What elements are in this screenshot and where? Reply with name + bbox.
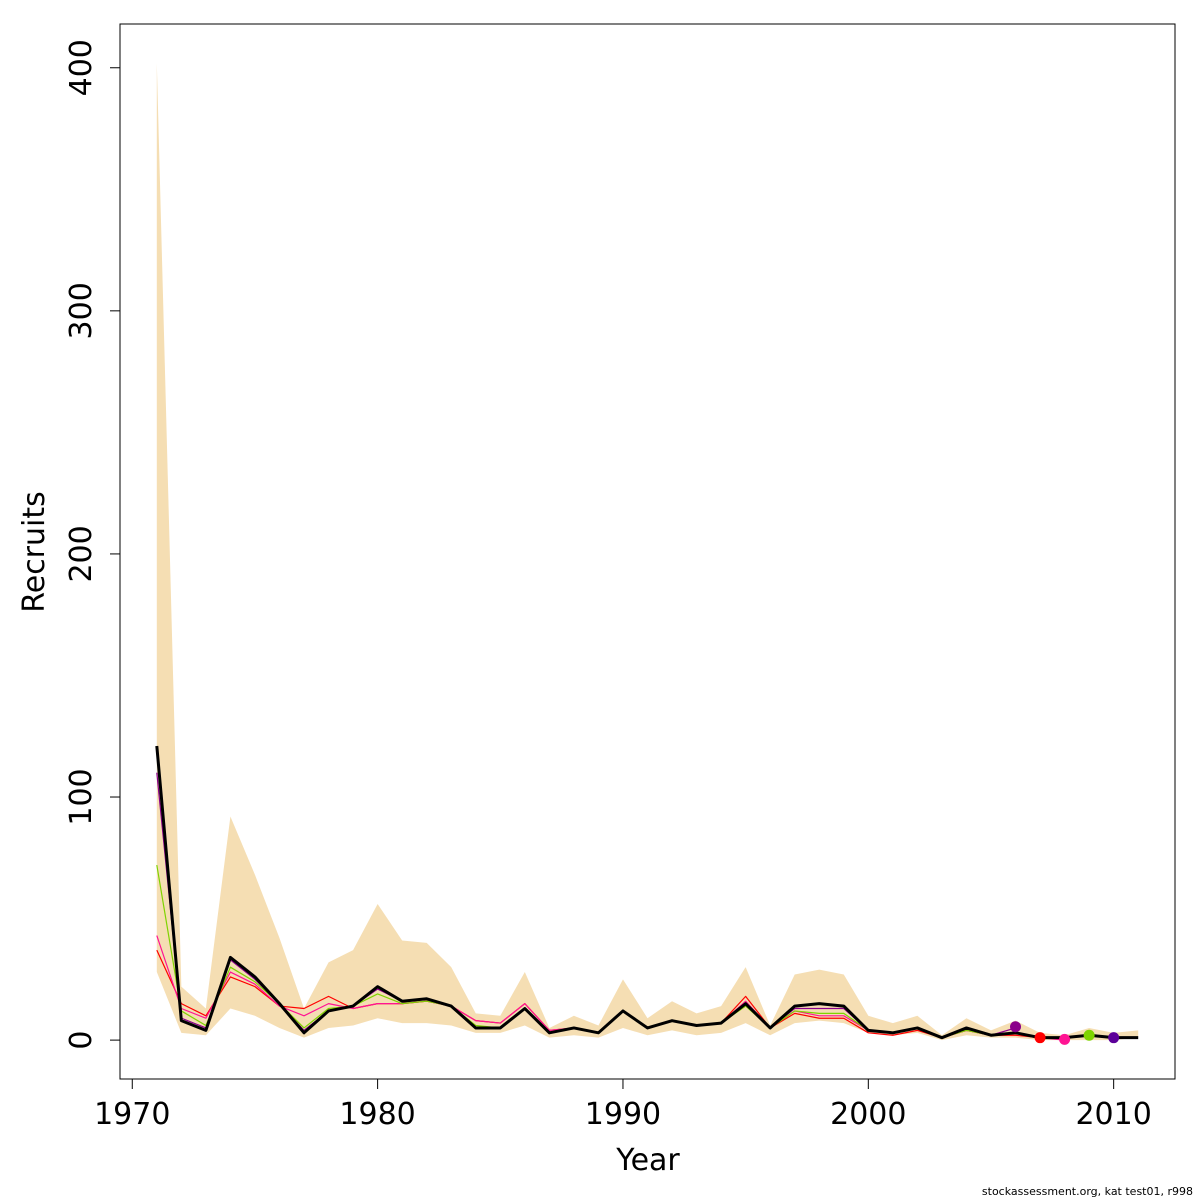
axes: 1970 1980 1990 2000 2010 0 100 200 300 400 [64, 39, 1152, 1132]
retro-end-point-3 [1059, 1033, 1071, 1045]
series-line-1 [155, 745, 1139, 1040]
retro-end-point-4 [1083, 1029, 1095, 1041]
x-axis-label: Year [615, 1143, 680, 1178]
y-tick-label: 200 [64, 525, 99, 582]
y-axis-label: Recruits [17, 491, 52, 613]
x-tick-label: 1980 [339, 1097, 415, 1132]
footer-credit: stockassessment.org, kat test01, r998 [982, 1185, 1193, 1198]
y-tick-label: 0 [64, 1031, 99, 1050]
retro-end-point-2 [1034, 1032, 1046, 1044]
x-tick-label: 1990 [585, 1097, 661, 1132]
y-tick-label: 400 [64, 39, 99, 96]
confidence-band [156, 62, 1139, 1041]
x-tick-label: 1970 [94, 1097, 170, 1132]
y-tick-label: 100 [64, 768, 99, 825]
x-tick-label: 2000 [830, 1097, 906, 1132]
plot-frame [119, 23, 1176, 1080]
y-tick-label: 300 [64, 282, 99, 339]
retro-end-point-1 [1010, 1021, 1022, 1033]
retro-end-point-5 [1108, 1032, 1120, 1044]
plot-area [155, 62, 1139, 1045]
x-tick-label: 2010 [1075, 1097, 1151, 1132]
